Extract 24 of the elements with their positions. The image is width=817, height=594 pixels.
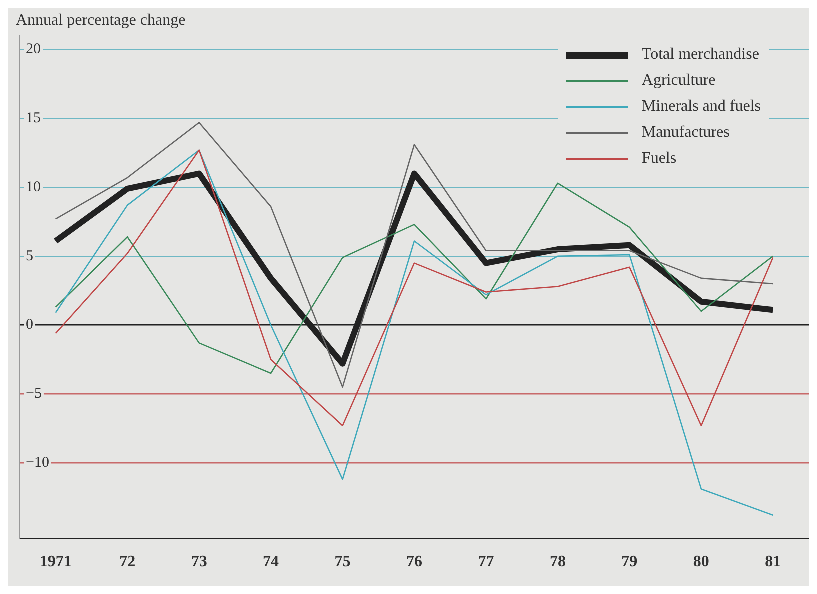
x-tick-label: 76 <box>406 554 422 571</box>
x-tick-label: 79 <box>622 554 638 571</box>
legend-label: Fuels <box>642 150 677 168</box>
y-tick-label: 15 <box>26 110 41 127</box>
y-tick-label: −5 <box>26 386 42 402</box>
x-tick-label: 81 <box>765 554 782 571</box>
x-tick-label: 73 <box>191 554 208 571</box>
y-tick-label: 0 <box>26 317 34 334</box>
x-tick-label: 75 <box>334 554 351 571</box>
y-tick-label: 20 <box>26 42 41 58</box>
y-axis-title: Annual percentage change <box>16 12 186 30</box>
y-tick-label: −10 <box>26 454 50 471</box>
y-tick-label: 5 <box>26 248 34 264</box>
legend-label: Manufactures <box>642 124 730 142</box>
x-tick-label: 77 <box>478 554 494 571</box>
legend-label: Agriculture <box>642 72 716 90</box>
x-tick-label: 80 <box>693 554 710 571</box>
x-tick-label: 1971 <box>40 554 72 571</box>
y-tick-label: 10 <box>26 179 41 196</box>
legend-label: Total merchandise <box>642 46 760 64</box>
x-tick-label: 72 <box>120 554 136 571</box>
x-tick-label: 74 <box>263 554 280 571</box>
x-tick-label: 78 <box>550 554 566 571</box>
legend-label: Minerals and fuels <box>642 98 761 116</box>
